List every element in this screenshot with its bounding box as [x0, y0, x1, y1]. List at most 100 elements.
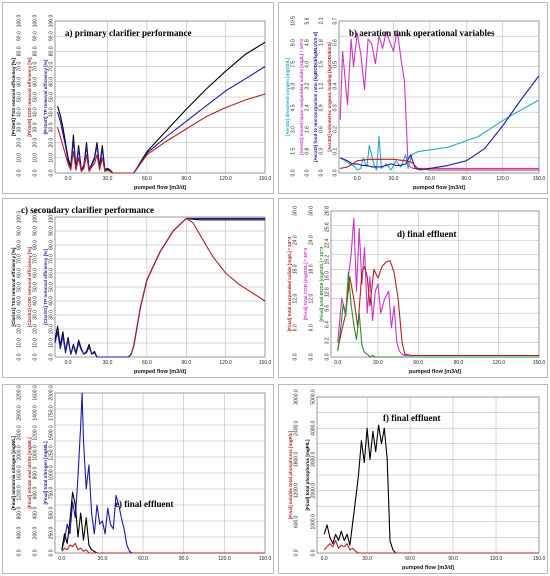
y-axis-1: 0.0 250.0 500.0 750.0 1000.0 1250.0 1500.0 1750…: [43, 385, 55, 556]
y-tick-label: 0.0: [17, 169, 23, 176]
x-tick-label: 60.0: [413, 360, 423, 366]
y-tick-label: 0.0: [293, 353, 299, 360]
chart-svg-c: 0.0 30.0 60.0 90.0 120.0 150.0 pumped flow [m3…: [11, 205, 272, 375]
x-tick-label: 150.0: [259, 360, 272, 366]
y-tick-label: 10.0: [49, 338, 55, 348]
y-tick-label: 1500.0: [49, 425, 55, 441]
x-axis-label: pumped flow [m3/d]: [402, 565, 454, 571]
y-tick-label: 30.0: [33, 122, 39, 132]
x-tick-label: 60.0: [405, 556, 415, 562]
x-tick-label: 30.0: [98, 556, 108, 562]
y-tick-label: 0.1: [333, 148, 339, 155]
y-axis-2: 0.0 0.3 0.6 0.9 1.2 1.5 1.8 2.1 [Aerat3] food to…: [313, 17, 325, 176]
chart-title: b) aeration tank operational variables: [349, 28, 495, 38]
y-axis-1: 0.0 10.0 20.0 30.0 40.0 50.0 60.0 70.0 80.0 90.0 1…: [43, 15, 55, 177]
y-tick-label: 12.0: [309, 294, 315, 304]
y-tick-label: 30.0: [17, 310, 23, 320]
y-tick-label: 4.8: [305, 39, 311, 46]
y-tick-label: 100.0: [49, 15, 55, 28]
y-tick-label: 70.0: [17, 62, 23, 72]
y-tick-label: 60.0: [49, 268, 55, 278]
y-axis-label: [Final] nitrate and nitrite [mgN/L]: [27, 437, 32, 509]
y-axis-label: [Aerat3] food to microorganism ratio [kg…: [313, 31, 318, 162]
y-axis-1: 0.0 3.2 6.4 9.6 12.8 16.0 19.2 22.4 25.6 28.8 [Fin…: [319, 206, 331, 361]
y-tick-label: 80.0: [17, 46, 23, 56]
y-tick-label: 80.0: [33, 240, 39, 250]
y-axis-label: [Final] total phosphorus [mgP/L]: [305, 439, 310, 510]
y-tick-label: 250.0: [49, 527, 55, 540]
y-axis-label: [ClariS1] COD removal efficiency [%]: [27, 246, 32, 327]
y-tick-label: 30.0: [17, 122, 23, 132]
y-tick-label: 10.0: [17, 153, 23, 163]
y-tick-label: 30.0: [49, 122, 55, 132]
y-tick-label: 50.0: [17, 282, 23, 292]
y-axis-4: 0.0 1.5 3.0 4.5 6.0 7.5 9.0 10.5 [Aerat3] dissol…: [285, 16, 297, 177]
y-tick-label: 20.0: [49, 138, 55, 148]
y-tick-label: 3.0: [291, 126, 297, 133]
y-tick-label: 2400.0: [17, 425, 23, 441]
series-line-2: [339, 99, 540, 171]
chart-panel-d: 0.0 30.0 60.0 90.0 120.0 150.0 pumped flow [m3…: [278, 198, 548, 378]
x-tick-label: 0.0: [58, 556, 65, 562]
y-axis-3: 0.0 400.0 800.0 1200.0 1600.0 2000.0 2400.0 280…: [11, 385, 23, 556]
chart-svg-a: 0.0 30.0 60.0 90.0 120.0 150.0 pumped flow [m3…: [11, 15, 271, 191]
y-tick-label: 20.0: [17, 324, 23, 334]
y-tick-label: 0.3: [319, 148, 325, 155]
y-tick-label: 3000.0: [311, 452, 317, 468]
x-tick-label: 120.0: [219, 360, 232, 366]
y-axis-1: 0.0 1000.0 2000.0 3000.0 4000.0 5000.0 [Final]…: [305, 389, 317, 556]
y-tick-label: 100.0: [17, 15, 23, 28]
y-tick-label: 1250.0: [49, 445, 55, 461]
y-tick-label: 9.6: [325, 305, 331, 312]
y-tick-label: 0.6: [333, 39, 339, 46]
y-tick-label: 50.0: [49, 92, 55, 102]
chart-svg-e: 0.0 30.0 60.0 90.0 120.0 150.0 0.0 250.0 500.0 75…: [11, 385, 271, 562]
y-tick-label: 100.0: [17, 211, 23, 224]
y-tick-label: 2000.0: [49, 385, 55, 401]
y-tick-label: 0.3: [333, 104, 339, 111]
chart-svg-b: 0.0 30.0 60.0 90.0 120.0 150.0 pumped flow [m3…: [285, 16, 545, 191]
x-tick-label: 0.0: [65, 176, 72, 182]
y-tick-label: 0.0: [311, 549, 317, 556]
y-tick-label: 70.0: [49, 62, 55, 72]
y-tick-label: 1800.0: [294, 452, 300, 468]
y-tick-label: 40.0: [17, 107, 23, 117]
series-line-3: [61, 542, 265, 554]
y-axis-3: 0.0 10.0 20.0 30.0 40.0 50.0 60.0 70.0 80.0 90.0 1…: [11, 211, 23, 361]
y-tick-label: 60.0: [33, 268, 39, 278]
y-tick-label: 600.0: [294, 515, 300, 528]
y-tick-label: 60.0: [49, 77, 55, 87]
y-tick-label: 60.0: [17, 77, 23, 87]
y-axis-label: [Aerat3] dissolved oxygen [mgO2/L]: [285, 57, 290, 136]
x-tick-label: 150.0: [533, 360, 546, 366]
chart-svg-f: 0.0 30.0 60.0 90.0 120.0 150.0 pumped flow [m3…: [288, 389, 545, 571]
y-axis-label: [Final] ammonia nitrogen [mgN/L]: [11, 436, 16, 510]
x-tick-label: 30.0: [103, 176, 113, 182]
series-line-2: [337, 260, 539, 357]
y-axis-2: 0.0 10.0 20.0 30.0 40.0 50.0 60.0 70.0 80.0 90.0 1…: [27, 211, 39, 361]
y-tick-label: 10.0: [49, 153, 55, 163]
y-tick-label: 9.0: [291, 39, 297, 46]
chart-title: a) primary clarifier performance: [65, 28, 192, 38]
x-tick-label: 30.0: [373, 360, 383, 366]
y-tick-label: 600.0: [33, 487, 39, 500]
y-tick-label: 80.0: [49, 46, 55, 56]
y-tick-label: 0.0: [33, 169, 39, 176]
series-line-2: [323, 539, 539, 554]
chart-panel-a: 0.0 30.0 60.0 90.0 120.0 150.0 pumped flow [m3…: [2, 2, 274, 194]
series-line-2: [54, 217, 265, 358]
y-axis-2: 0.0 6.0 12.0 18.0 24.0 30.0 [Final] total COD …: [303, 206, 315, 361]
y-tick-label: 80.0: [49, 240, 55, 250]
y-tick-label: 6.4: [325, 321, 331, 328]
x-axis-label: pumped flow [m3/d]: [413, 185, 465, 191]
y-tick-label: 24.0: [293, 235, 299, 245]
y-axis-label: [Aerat3] mixed liquor suspended solids […: [299, 39, 304, 155]
y-tick-label: 4000.0: [311, 420, 317, 436]
y-tick-label: 2.1: [319, 17, 325, 24]
y-tick-label: 2000.0: [17, 445, 23, 461]
y-tick-label: 40.0: [33, 296, 39, 306]
y-tick-label: 90.0: [33, 226, 39, 236]
x-tick-label: 0.0: [354, 176, 361, 182]
x-tick-label: 60.0: [138, 556, 148, 562]
y-tick-label: 1.5: [319, 61, 325, 68]
